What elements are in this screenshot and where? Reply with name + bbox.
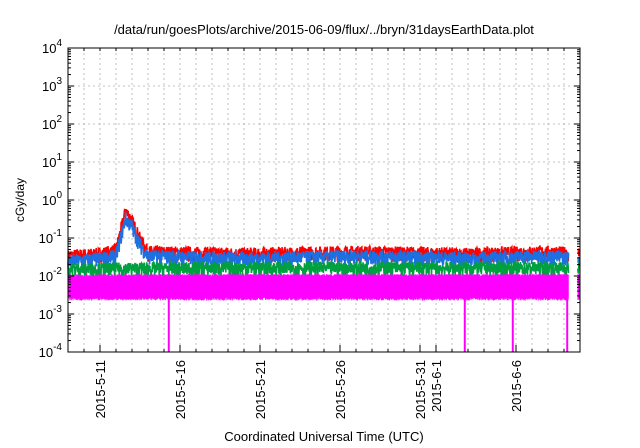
x-tick-label: 2015-6-6 (509, 360, 524, 412)
y-tick-label: 101 (42, 152, 62, 170)
y-tick-label: 10-2 (39, 266, 63, 284)
y-tick-label: 103 (42, 76, 62, 94)
x-tick-label: 2015-5-16 (173, 360, 188, 419)
y-tick-label: 10-4 (39, 342, 63, 360)
series-2 (67, 212, 581, 269)
series-3 (67, 259, 581, 280)
grid (68, 47, 580, 353)
y-tick-label: 104 (42, 38, 62, 56)
x-tick-label: 2015-5-31 (413, 360, 428, 419)
y-tick-label: 10-3 (39, 304, 63, 322)
series-line (67, 259, 570, 280)
chart-title: /data/run/goesPlots/archive/2015-06-09/f… (114, 22, 534, 37)
x-axis-label: Coordinated Universal Time (UTC) (224, 429, 423, 444)
y-tick-label: 10-1 (39, 228, 63, 246)
y-tick-label: 102 (42, 114, 62, 132)
x-tick-label: 2015-6-1 (429, 360, 444, 412)
x-tick-label: 2015-5-21 (253, 360, 268, 419)
series-line (67, 212, 570, 269)
series-4 (67, 273, 580, 352)
series-band (67, 273, 569, 302)
plot-area (67, 208, 581, 352)
y-axis-label: cGy/day (13, 178, 27, 222)
axes: 10-4 10-3 10-2 10-1 100 101 102 103 104 2015-5-11… (39, 38, 581, 419)
series-line (577, 261, 581, 274)
x-tick-label: 2015-5-11 (93, 360, 108, 418)
y-tick-label: 100 (42, 190, 62, 208)
x-tick-label: 2015-5-26 (333, 360, 348, 419)
